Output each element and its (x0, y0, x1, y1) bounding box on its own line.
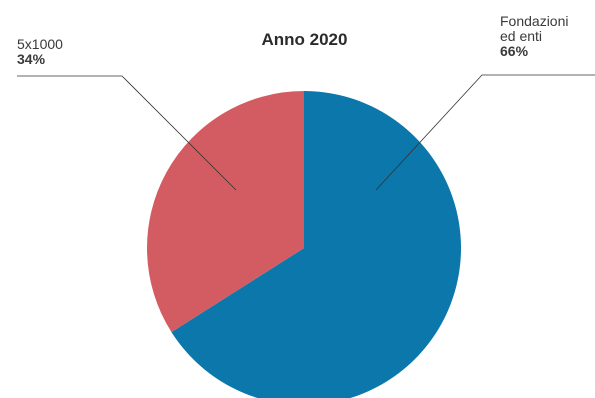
slice-value-5x1000: 34% (17, 51, 46, 67)
leader-line-fondazioni-ed-enti (375, 74, 595, 191)
slice-name-5x1000: 5x1000 (17, 36, 63, 52)
slice-value-fondazioni-ed-enti: 66% (500, 43, 529, 59)
slice-name-fondazioni-ed-enti: Fondazioni ed enti (500, 13, 569, 44)
pie-slice-5x1000 (147, 91, 304, 333)
slice-label-5x1000: 5x1000 34% (17, 37, 63, 67)
pie-slice-fondazioni-ed-enti (171, 91, 461, 398)
slice-label-fondazioni-ed-enti: Fondazioni ed enti 66% (500, 14, 590, 59)
chart-title: Anno 2020 (261, 30, 348, 49)
leader-line-5x1000 (17, 75, 237, 191)
